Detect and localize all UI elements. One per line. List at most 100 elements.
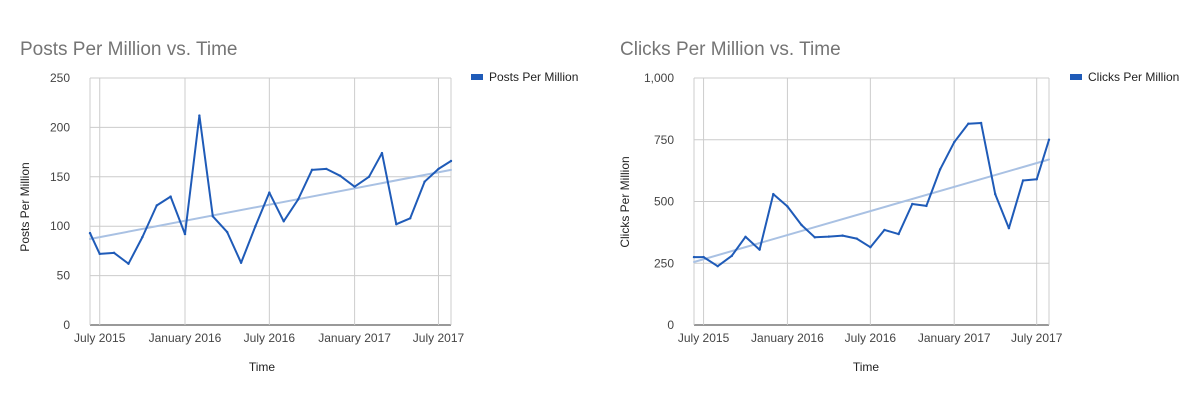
- data-point: [183, 232, 187, 236]
- data-point: [437, 167, 440, 171]
- x-tick-label: July 2016: [845, 331, 897, 345]
- data-point: [325, 167, 328, 171]
- data-point: [786, 205, 789, 208]
- tick-labels: 0 250 500 750 1,000 July 2015 January 2016 July…: [644, 71, 1063, 345]
- data-point: [692, 255, 696, 259]
- y-tick-label: 500: [654, 195, 674, 209]
- legend-swatch: [471, 74, 483, 80]
- data-point: [254, 225, 257, 228]
- data-point: [211, 215, 215, 218]
- gridlines: [693, 77, 1050, 326]
- data-point: [282, 220, 285, 223]
- chart-title: Clicks Per Million vs. Time: [620, 39, 841, 60]
- chart-title: Posts Per Million vs. Time: [20, 39, 238, 60]
- data-point: [380, 151, 384, 155]
- data-point: [1047, 138, 1051, 141]
- x-tick-label: January 2016: [751, 331, 824, 345]
- data-point: [758, 248, 761, 251]
- y-axis-title: Posts Per Million: [18, 162, 32, 251]
- y-tick-label: 1,000: [644, 71, 674, 85]
- x-axis-title: Time: [853, 360, 880, 374]
- data-point: [141, 235, 144, 239]
- clicks-per-million-chart: Clicks Per Million vs. Time 0 250 500 750 1,…: [618, 39, 1179, 374]
- y-tick-label: 750: [654, 133, 674, 147]
- data-point: [1021, 179, 1025, 182]
- data-point: [409, 217, 412, 220]
- data-point: [869, 245, 872, 249]
- x-axis-title: Time: [249, 360, 276, 374]
- legend-label: Posts Per Million: [489, 70, 578, 84]
- data-point: [296, 198, 300, 201]
- x-tick-label: January 2017: [918, 331, 991, 345]
- data-point: [127, 262, 130, 265]
- data-point: [841, 234, 844, 237]
- data-point: [855, 237, 858, 240]
- trendline-layer: [89, 168, 452, 240]
- data-point: [967, 122, 970, 125]
- data-point: [772, 192, 775, 196]
- data-point: [953, 141, 956, 144]
- data-point: [88, 231, 92, 235]
- data-point: [353, 185, 356, 188]
- gridlines: [89, 77, 452, 326]
- data-point: [1007, 226, 1011, 230]
- y-tick-label: 250: [654, 256, 674, 270]
- data-point: [423, 180, 426, 183]
- data-point: [938, 168, 942, 171]
- clicks-per-million-chart-panel: Clicks Per Million vs. Time 0 250 500 750 1,…: [600, 0, 1200, 412]
- data-point: [449, 159, 453, 163]
- data-point: [827, 235, 831, 238]
- data-point: [225, 230, 229, 234]
- x-tick-label: July 2015: [678, 331, 730, 345]
- data-point: [800, 223, 803, 227]
- series-layer: [692, 121, 1051, 268]
- posts-per-million-chart-panel: Posts Per Million vs. Time 0 50 100 150 200 2…: [18, 39, 578, 374]
- y-tick-label: 250: [50, 71, 70, 85]
- data-point: [1035, 178, 1038, 181]
- y-tick-label: 50: [57, 269, 71, 283]
- data-point: [98, 252, 101, 256]
- y-tick-label: 200: [50, 120, 70, 134]
- x-tick-label: July 2016: [244, 331, 296, 345]
- data-point: [813, 236, 816, 239]
- series-line: [89, 114, 452, 265]
- y-tick-label: 0: [63, 318, 70, 332]
- data-point: [198, 114, 201, 117]
- tick-labels: 0 50 100 150 200 250 July 2015 January 2016 July…: [50, 71, 465, 345]
- data-point: [716, 265, 719, 268]
- data-point: [367, 175, 371, 178]
- x-tick-label: January 2017: [318, 331, 391, 345]
- data-point: [744, 235, 747, 239]
- data-point: [730, 254, 734, 258]
- data-point: [979, 121, 983, 125]
- data-point: [925, 204, 928, 208]
- data-point: [239, 261, 243, 264]
- legend-swatch: [1070, 74, 1082, 80]
- x-tick-label: July 2015: [74, 331, 126, 345]
- legend[interactable]: Clicks Per Million: [1070, 70, 1179, 84]
- data-point: [310, 168, 314, 172]
- data-point: [911, 202, 914, 206]
- y-tick-label: 150: [50, 170, 70, 184]
- data-point: [702, 255, 705, 259]
- series-layer: [88, 114, 453, 265]
- data-point: [169, 195, 172, 198]
- data-point: [155, 204, 158, 207]
- data-point: [339, 174, 342, 178]
- data-point: [112, 251, 116, 255]
- trendline: [89, 168, 452, 240]
- data-point: [994, 192, 997, 196]
- x-tick-label: July 2017: [1011, 331, 1063, 345]
- data-point: [268, 191, 271, 194]
- x-tick-label: July 2017: [413, 331, 465, 345]
- data-point: [395, 223, 398, 226]
- posts-per-million-chart: Posts Per Million vs. Time 0 50 100 150 200 2…: [18, 39, 578, 374]
- data-point: [883, 228, 886, 232]
- y-axis-title: Clicks Per Million: [618, 156, 632, 247]
- legend-label: Clicks Per Million: [1088, 70, 1179, 84]
- legend[interactable]: Posts Per Million: [471, 70, 578, 84]
- data-point: [897, 232, 900, 236]
- y-tick-label: 100: [50, 219, 70, 233]
- y-tick-label: 0: [667, 318, 674, 332]
- x-tick-label: January 2016: [149, 331, 222, 345]
